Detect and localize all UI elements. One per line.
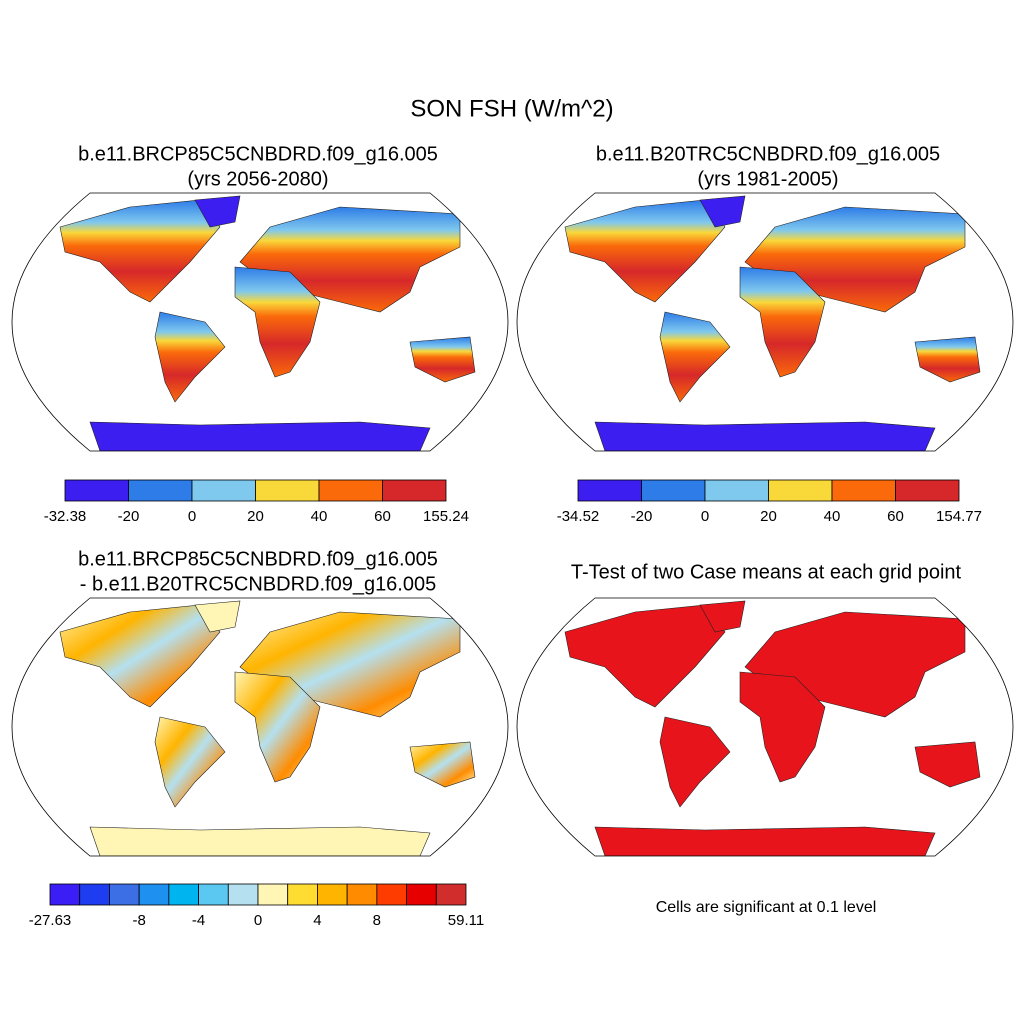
colorbar-label: 20 bbox=[760, 508, 777, 525]
panel-subtitle: - b.e11.B20TRC5CNBDRD.f09_g16.005 bbox=[80, 573, 436, 595]
colorbar-box bbox=[317, 883, 348, 906]
map-outline bbox=[11, 192, 509, 452]
colorbar-label: -4 bbox=[192, 912, 205, 929]
map-outline bbox=[516, 597, 1014, 857]
colorbar-label: 20 bbox=[247, 508, 264, 525]
colorbar-box bbox=[406, 883, 437, 906]
colorbar-box bbox=[49, 883, 81, 906]
colorbar-label: -20 bbox=[118, 508, 140, 525]
landmass bbox=[699, 600, 746, 633]
colorbar-box bbox=[641, 479, 706, 502]
colorbar-label: -27.63 bbox=[29, 912, 72, 929]
landmass bbox=[194, 600, 241, 633]
colorbar-box bbox=[895, 479, 960, 502]
panel-subtitle: (yrs 1981-2005) bbox=[697, 168, 838, 190]
map bbox=[11, 192, 509, 452]
colorbar-label: 155.24 bbox=[423, 508, 469, 525]
landmass bbox=[59, 604, 221, 708]
map-outline bbox=[516, 192, 1014, 452]
colorbar-box bbox=[382, 479, 447, 502]
landmass bbox=[564, 199, 726, 303]
panel-title: b.e11.BRCP85C5CNBDRD.f09_g16.005 bbox=[78, 143, 438, 165]
colorbar-label: 0 bbox=[188, 508, 196, 525]
landmass bbox=[89, 826, 431, 856]
colorbar-box bbox=[138, 883, 170, 906]
colorbar-box bbox=[376, 883, 407, 906]
landmass bbox=[564, 604, 726, 708]
colorbar-label: 60 bbox=[887, 508, 904, 525]
colorbar-box bbox=[768, 479, 833, 502]
colorbar-box bbox=[227, 883, 259, 906]
colorbar-box bbox=[198, 883, 229, 906]
landmass bbox=[409, 741, 476, 788]
landmass bbox=[914, 336, 981, 383]
colorbar-box bbox=[346, 883, 378, 906]
colorbar-label: 0 bbox=[701, 508, 709, 525]
land bbox=[564, 600, 981, 856]
colorbar-box bbox=[435, 883, 467, 906]
landmass bbox=[194, 195, 241, 228]
colorbar-label: 154.77 bbox=[936, 508, 982, 525]
map-outline bbox=[11, 597, 509, 857]
colorbar-label: -20 bbox=[631, 508, 653, 525]
colorbar-label: 40 bbox=[824, 508, 841, 525]
colorbar-box bbox=[257, 883, 289, 906]
map bbox=[516, 192, 1014, 452]
landmass bbox=[659, 311, 731, 403]
panel-title: b.e11.B20TRC5CNBDRD.f09_g16.005 bbox=[596, 143, 940, 165]
landmass bbox=[594, 421, 936, 451]
colorbar-label: 40 bbox=[311, 508, 328, 525]
colorbar-box bbox=[577, 479, 642, 502]
colorbar-box bbox=[128, 479, 193, 502]
colorbar-label: 4 bbox=[313, 912, 321, 929]
landmass bbox=[739, 671, 826, 783]
landmass bbox=[659, 716, 731, 808]
landmass bbox=[234, 671, 321, 783]
panel-title: T-Test of two Case means at each grid po… bbox=[571, 561, 962, 583]
colorbar-label: -8 bbox=[132, 912, 145, 929]
colorbar-label: 59.11 bbox=[448, 912, 484, 929]
colorbar-box bbox=[191, 479, 256, 502]
colorbar-box bbox=[168, 883, 199, 906]
colorbar-label: 8 bbox=[373, 912, 381, 929]
landmass bbox=[89, 421, 431, 451]
land bbox=[564, 195, 981, 451]
landmass bbox=[739, 266, 826, 378]
panel-title: b.e11.BRCP85C5CNBDRD.f09_g16.005 bbox=[78, 548, 438, 570]
landmass bbox=[59, 199, 221, 303]
colorbar-box bbox=[109, 883, 140, 906]
colorbar-box bbox=[318, 479, 383, 502]
colorbar-box bbox=[704, 479, 769, 502]
colorbar-label: -32.38 bbox=[44, 508, 87, 525]
colorbar-box bbox=[287, 883, 318, 906]
colorbar-label: 0 bbox=[254, 912, 262, 929]
colorbar-box bbox=[64, 479, 129, 502]
figure-title: SON FSH (W/m^2) bbox=[410, 95, 613, 122]
land bbox=[59, 195, 476, 451]
map bbox=[11, 597, 509, 857]
land bbox=[59, 600, 476, 856]
colorbar-box bbox=[831, 479, 896, 502]
note: Cells are significant at 0.1 level bbox=[656, 899, 877, 916]
colorbar-box bbox=[255, 479, 320, 502]
colorbar-box bbox=[79, 883, 110, 906]
colorbar-label: 60 bbox=[374, 508, 391, 525]
landmass bbox=[154, 716, 226, 808]
panel-subtitle: (yrs 2056-2080) bbox=[187, 168, 328, 190]
map bbox=[516, 597, 1014, 857]
landmass bbox=[234, 266, 321, 378]
landmass bbox=[914, 741, 981, 788]
colorbar-label: -34.52 bbox=[557, 508, 600, 525]
landmass bbox=[594, 826, 936, 856]
landmass bbox=[699, 195, 746, 228]
landmass bbox=[409, 336, 476, 383]
landmass bbox=[154, 311, 226, 403]
